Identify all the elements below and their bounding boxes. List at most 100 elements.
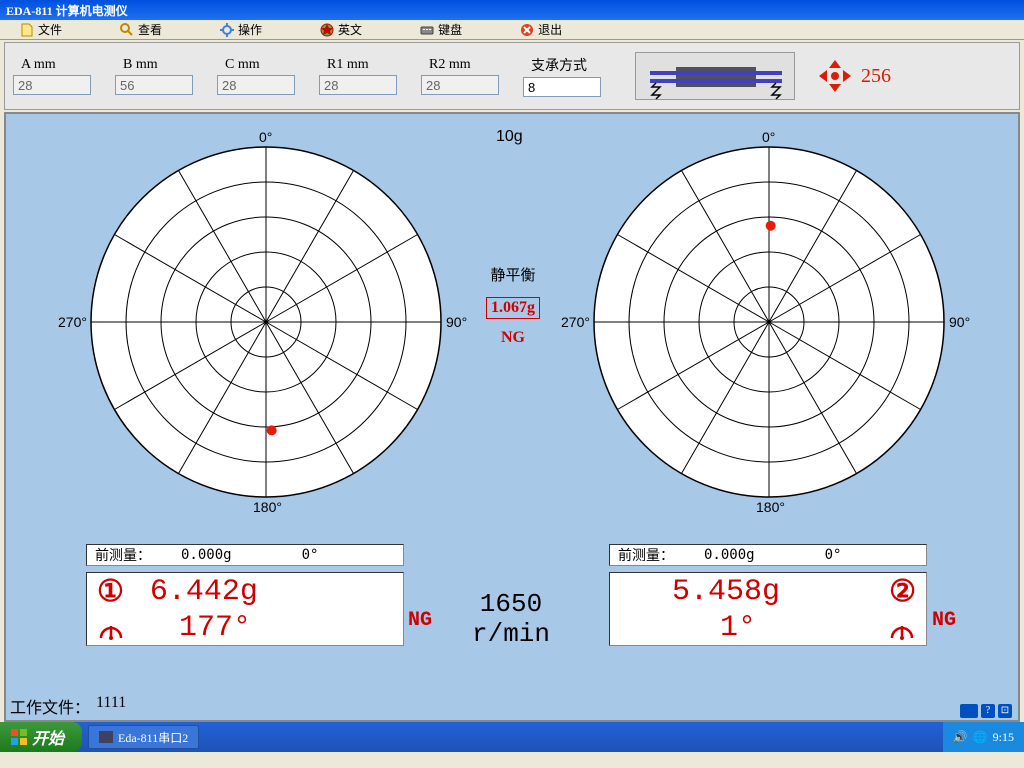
menu-operate[interactable]: 操作 bbox=[206, 20, 276, 39]
param-a-input[interactable] bbox=[13, 75, 91, 95]
parameters-panel: A mm B mm C mm R1 mm R2 mm 支承方式 256 bbox=[4, 42, 1020, 110]
windows-logo-icon bbox=[10, 728, 28, 746]
nav-arrows-icon bbox=[817, 58, 853, 94]
static-balance-status: NG bbox=[486, 329, 540, 347]
static-balance-label: 静平衡 bbox=[486, 264, 540, 285]
start-label: 开始 bbox=[32, 725, 64, 749]
angle-icon bbox=[97, 618, 125, 638]
status-icons: ? ⊡ bbox=[960, 704, 1012, 718]
nav-value: 256 bbox=[861, 65, 891, 88]
tray-icon-2[interactable]: 🌐 bbox=[973, 730, 987, 744]
param-a-label: A mm bbox=[13, 57, 56, 73]
system-tray: 🔊 🌐 9:15 bbox=[943, 722, 1024, 752]
start-button[interactable]: 开始 bbox=[0, 722, 82, 752]
left-main-readout: ① 6.442g 177° bbox=[86, 572, 404, 646]
param-b-input[interactable] bbox=[115, 75, 193, 95]
param-r1-input[interactable] bbox=[319, 75, 397, 95]
left-prev-angle: 0° bbox=[302, 547, 319, 563]
right-prev-angle: 0° bbox=[825, 547, 842, 563]
right-prev-mass: 0.000g bbox=[704, 547, 755, 563]
param-support-label: 支承方式 bbox=[523, 55, 587, 75]
menu-operate-label: 操作 bbox=[238, 21, 262, 38]
window-title: EDA-811 计算机电测仪 bbox=[6, 2, 128, 19]
rpm-unit: r/min bbox=[456, 619, 566, 649]
menu-exit-label: 退出 bbox=[538, 21, 562, 38]
workfile-label: 工作文件： bbox=[10, 694, 90, 718]
menu-view-label: 查看 bbox=[138, 21, 162, 38]
menu-english[interactable]: 英文 bbox=[306, 20, 376, 39]
left-mass-value: 6.442g bbox=[150, 575, 258, 609]
search-icon bbox=[120, 23, 134, 37]
language-icon bbox=[320, 23, 334, 37]
exit-icon bbox=[520, 23, 534, 37]
taskbar: 开始 Eda-811串口2 🔊 🌐 9:15 bbox=[0, 722, 1024, 752]
right-index-label: ② bbox=[889, 574, 916, 611]
right-prev-measurement: 前测量： 0.000g 0° bbox=[609, 544, 927, 566]
keyboard-icon bbox=[420, 23, 434, 37]
polar-chart-left: 0° 90° 180° 270° bbox=[76, 132, 456, 512]
keyboard-status-icon[interactable] bbox=[960, 704, 978, 718]
right-180-label: 180° bbox=[756, 499, 785, 515]
file-icon bbox=[20, 23, 34, 37]
right-270-label: 270° bbox=[561, 314, 590, 330]
menu-exit[interactable]: 退出 bbox=[506, 20, 576, 39]
rpm-display: 1650 r/min bbox=[456, 589, 566, 649]
menu-english-label: 英文 bbox=[338, 21, 362, 38]
left-prev-label: 前测量： bbox=[95, 545, 151, 565]
param-b-label: B mm bbox=[115, 57, 158, 73]
menu-keyboard[interactable]: 键盘 bbox=[406, 20, 476, 39]
right-prev-label: 前测量： bbox=[618, 545, 674, 565]
param-r2: R2 mm bbox=[421, 57, 499, 95]
left-angle-value: 177° bbox=[179, 611, 251, 645]
angle-icon bbox=[888, 618, 916, 638]
param-a: A mm bbox=[13, 57, 91, 95]
right-angle-value: 1° bbox=[720, 611, 756, 645]
left-270-label: 270° bbox=[58, 314, 87, 330]
param-r2-label: R2 mm bbox=[421, 57, 471, 73]
param-support-input[interactable] bbox=[523, 77, 601, 97]
right-mass-value: 5.458g bbox=[672, 575, 780, 609]
main-area: 10g 0° 90° 180° 270° 0° 90° 180° 270° 静平… bbox=[4, 112, 1020, 722]
param-r1: R1 mm bbox=[319, 57, 397, 95]
left-prev-measurement: 前测量： 0.000g 0° bbox=[86, 544, 404, 566]
param-c-input[interactable] bbox=[217, 75, 295, 95]
rpm-value: 1650 bbox=[456, 589, 566, 619]
close-status-icon[interactable]: ⊡ bbox=[998, 704, 1012, 718]
left-0-label: 0° bbox=[259, 129, 272, 145]
task-app-icon bbox=[99, 731, 113, 743]
right-status: NG bbox=[932, 609, 956, 632]
tray-icon-1[interactable]: 🔊 bbox=[953, 730, 967, 744]
static-balance-info: 静平衡 1.067g NG bbox=[486, 264, 540, 347]
gear-icon bbox=[220, 23, 234, 37]
workfile-status: 工作文件： 1111 bbox=[10, 694, 126, 718]
help-status-icon[interactable]: ? bbox=[981, 704, 995, 718]
menubar: 文件 查看 操作 英文 键盘 退出 bbox=[0, 20, 1024, 40]
param-c: C mm bbox=[217, 57, 295, 95]
menu-view[interactable]: 查看 bbox=[106, 20, 176, 39]
param-b: B mm bbox=[115, 57, 193, 95]
task-label: Eda-811串口2 bbox=[118, 729, 188, 746]
support-diagram bbox=[635, 52, 795, 100]
menu-file-label: 文件 bbox=[38, 21, 62, 38]
workfile-value: 1111 bbox=[96, 694, 126, 718]
static-balance-value: 1.067g bbox=[486, 297, 540, 319]
param-c-label: C mm bbox=[217, 57, 260, 73]
left-prev-mass: 0.000g bbox=[181, 547, 232, 563]
left-180-label: 180° bbox=[253, 499, 282, 515]
right-90-label: 90° bbox=[949, 314, 970, 330]
left-status: NG bbox=[408, 609, 432, 632]
param-r1-label: R1 mm bbox=[319, 57, 369, 73]
menu-file[interactable]: 文件 bbox=[6, 20, 76, 39]
param-support: 支承方式 bbox=[523, 55, 601, 97]
polar-chart-right: 0° 90° 180° 270° bbox=[579, 132, 959, 512]
clock: 9:15 bbox=[993, 730, 1014, 745]
right-main-readout: 5.458g ② 1° bbox=[609, 572, 927, 646]
nav-widget[interactable]: 256 bbox=[817, 58, 891, 94]
scale-label: 10g bbox=[496, 128, 523, 146]
window-titlebar: EDA-811 计算机电测仪 bbox=[0, 0, 1024, 20]
taskbar-item-eda[interactable]: Eda-811串口2 bbox=[88, 725, 199, 749]
right-0-label: 0° bbox=[762, 129, 775, 145]
left-90-label: 90° bbox=[446, 314, 467, 330]
param-r2-input[interactable] bbox=[421, 75, 499, 95]
menu-keyboard-label: 键盘 bbox=[438, 21, 462, 38]
